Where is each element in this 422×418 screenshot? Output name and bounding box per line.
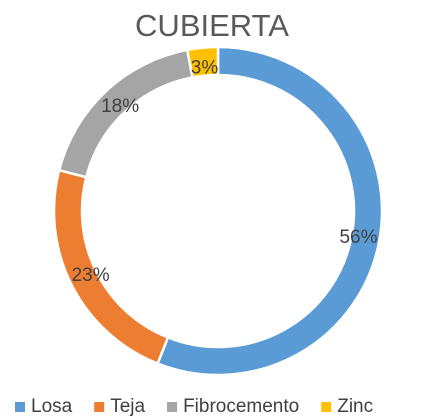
- legend-label: Losa: [31, 396, 73, 417]
- donut-segment: [185, 45, 220, 79]
- data-label: 56%: [339, 227, 377, 248]
- legend-swatch: [94, 402, 105, 412]
- legend-swatch: [167, 402, 178, 412]
- legend-label: Fibrocemento: [183, 396, 299, 417]
- donut-segment: [156, 45, 384, 377]
- data-label: 23%: [72, 265, 110, 286]
- legend-swatch: [15, 402, 25, 412]
- legend-swatch: [321, 402, 332, 412]
- data-label: 3%: [191, 58, 219, 79]
- chart-title: CUBIERTA: [135, 8, 289, 43]
- data-label: 18%: [101, 96, 139, 117]
- legend-label: Zinc: [337, 396, 373, 417]
- legend-label: Teja: [110, 396, 145, 417]
